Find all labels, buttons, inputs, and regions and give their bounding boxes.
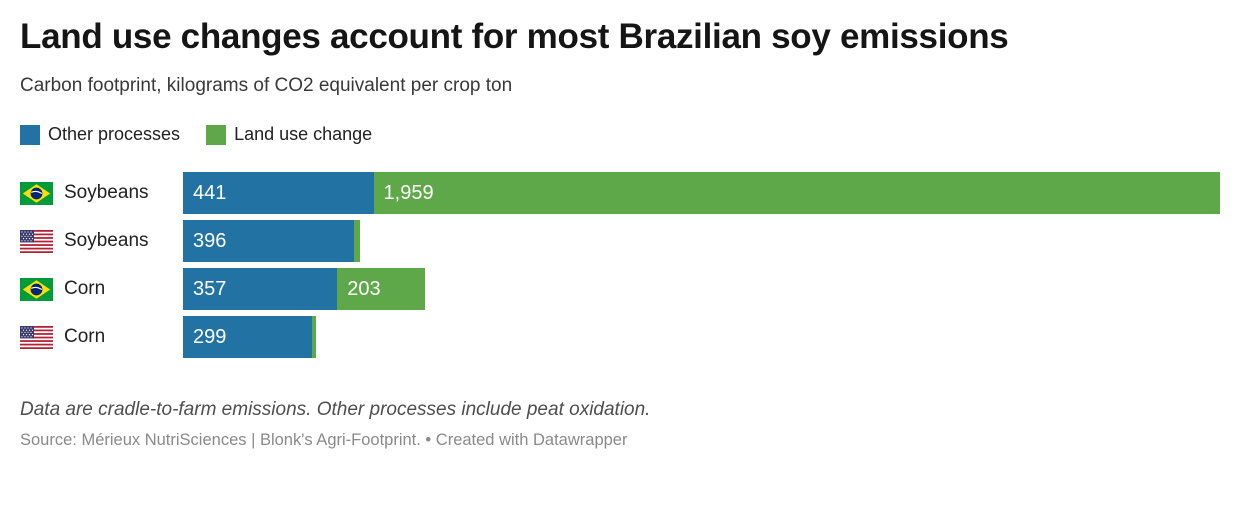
row-label: Soybeans	[64, 182, 149, 203]
legend-item-land-use-change: Land use change	[206, 124, 372, 145]
legend-item-other-processes: Other processes	[20, 124, 180, 145]
bar-value-label: 357	[193, 277, 227, 300]
bar-segment-land-use-change[interactable]: 203	[337, 268, 425, 310]
legend: Other processes Land use change	[20, 124, 1220, 145]
chart-row-us-soybeans: Soybeans 396	[20, 220, 1220, 262]
chart-row-us-corn: Corn 299	[20, 316, 1220, 358]
usa-flag-icon	[20, 325, 53, 349]
legend-label: Land use change	[234, 124, 373, 144]
bar-segment-land-use-change[interactable]	[354, 220, 361, 262]
bar-value-label: 203	[347, 277, 381, 300]
bar-value-label: 396	[193, 229, 227, 252]
row-label: Corn	[64, 326, 106, 347]
chart-title: Land use changes account for most Brazil…	[20, 17, 1009, 56]
chart-note: Data are cradle-to-farm emissions. Other…	[20, 399, 651, 420]
bar-chart: Soybeans 441 1,959	[20, 172, 1220, 358]
bar-value-label: 299	[193, 325, 227, 348]
bar-segment-other-processes[interactable]: 357	[183, 268, 338, 310]
chart-row-brazil-corn: Corn 357 203	[20, 268, 1220, 310]
bar-value-label: 441	[193, 181, 227, 204]
bar-segment-land-use-change[interactable]	[312, 316, 317, 358]
chart-subtitle: Carbon footprint, kilograms of CO2 equiv…	[20, 75, 513, 96]
chart-row-brazil-soybeans: Soybeans 441 1,959	[20, 172, 1220, 214]
brazil-flag-icon	[20, 277, 53, 301]
legend-swatch-land-use-change	[206, 124, 227, 145]
bar-segment-other-processes[interactable]: 441	[183, 172, 374, 214]
row-label: Corn	[64, 278, 106, 299]
bar-value-label: 1,959	[383, 181, 434, 204]
bar-segment-other-processes[interactable]: 299	[183, 316, 313, 358]
legend-label: Other processes	[48, 124, 181, 144]
usa-flag-icon	[20, 229, 53, 253]
bar-segment-land-use-change[interactable]: 1,959	[373, 172, 1220, 214]
row-label: Soybeans	[64, 230, 149, 251]
chart-source: Source: Mérieux NutriSciences | Blonk's …	[20, 431, 628, 449]
bar-segment-other-processes[interactable]: 396	[183, 220, 355, 262]
brazil-flag-icon	[20, 181, 53, 205]
legend-swatch-other-processes	[20, 124, 40, 145]
chart-container: Land use changes account for most Brazil…	[20, 17, 1220, 449]
